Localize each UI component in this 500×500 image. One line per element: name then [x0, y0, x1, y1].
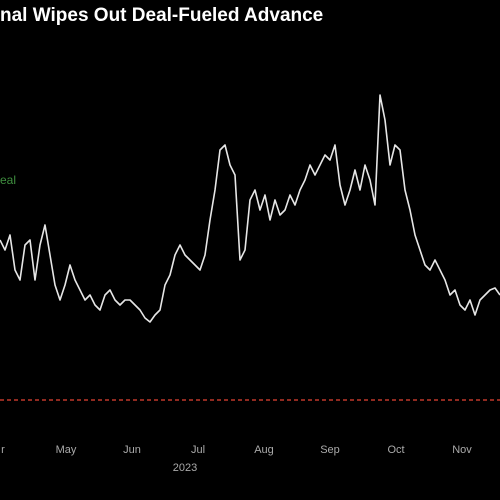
legend-fragment: eal — [0, 173, 16, 187]
year-label: 2023 — [173, 462, 197, 474]
x-tick-label: May — [56, 444, 77, 456]
x-tick-label: Jul — [191, 444, 205, 456]
line-series — [0, 94, 500, 323]
chart-title: nal Wipes Out Deal-Fueled Advance — [0, 5, 323, 26]
x-tick-label: Aug — [254, 444, 274, 456]
x-tick-label: Nov — [452, 444, 472, 456]
x-tick-label: Jun — [123, 444, 141, 456]
x-tick-label: Sep — [320, 444, 340, 456]
x-tick-label: r — [1, 444, 5, 456]
x-tick-label: Oct — [387, 444, 404, 456]
